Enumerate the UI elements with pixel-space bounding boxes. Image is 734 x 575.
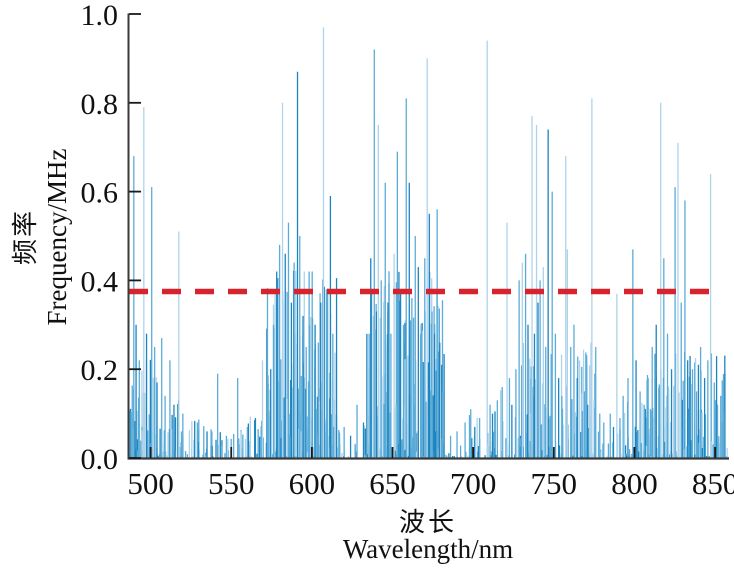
x-axis-label-english: Wavelength/nm (342, 534, 514, 564)
x-tick-label: 650 (369, 466, 416, 501)
x-tick-label: 550 (208, 466, 255, 501)
axes-layer (127, 13, 729, 460)
x-tick-label: 700 (450, 466, 497, 501)
tick-labels-layer: 0.0 0.2 0.4 0.6 0.8 1.0 500 550 600 650 700 750 800 8… (81, 0, 734, 501)
x-axis-label-chinese: 波长 (398, 508, 457, 537)
y-tick-label: 0.2 (81, 354, 119, 387)
x-tick-label: 750 (531, 466, 578, 501)
x-tick-label: 500 (127, 466, 174, 501)
x-tick-label: 850 (692, 466, 734, 501)
y-tick-label: 1.0 (81, 0, 119, 32)
y-axis-label-english: Frequency/MHz (42, 148, 72, 326)
x-tick-label: 800 (611, 466, 658, 501)
x-tick-label: 600 (289, 466, 336, 501)
y-tick-label: 0.0 (81, 443, 119, 476)
y-axis-label-chinese: 频率 (11, 209, 40, 266)
stem-series (128, 27, 729, 458)
y-tick-label: 0.6 (81, 177, 119, 210)
y-tick-label: 0.4 (81, 265, 119, 298)
y-tick-label: 0.8 (81, 88, 119, 121)
